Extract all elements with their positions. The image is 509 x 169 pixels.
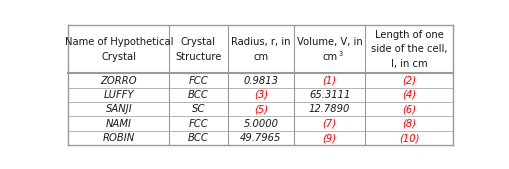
Text: (1): (1)	[323, 76, 337, 86]
Text: ZORRO: ZORRO	[101, 76, 137, 86]
Text: Crystal: Crystal	[101, 52, 136, 62]
Text: Structure: Structure	[175, 52, 222, 62]
Text: 12.7890: 12.7890	[309, 104, 350, 114]
Text: (4): (4)	[402, 90, 416, 100]
Text: FCC: FCC	[189, 119, 208, 129]
Text: (9): (9)	[323, 133, 337, 143]
Text: (6): (6)	[402, 104, 416, 114]
Text: (5): (5)	[254, 104, 268, 114]
Text: 49.7965: 49.7965	[240, 133, 281, 143]
Text: 65.3111: 65.3111	[309, 90, 350, 100]
Text: cm: cm	[322, 52, 337, 62]
Text: FCC: FCC	[189, 76, 208, 86]
Text: (3): (3)	[254, 90, 268, 100]
Text: NAMI: NAMI	[106, 119, 132, 129]
Text: 5.0000: 5.0000	[243, 119, 278, 129]
Text: l, in cm: l, in cm	[391, 59, 428, 69]
Text: Radius, r, in: Radius, r, in	[231, 37, 291, 47]
Text: Crystal: Crystal	[181, 37, 216, 47]
Text: side of the cell,: side of the cell,	[371, 44, 447, 54]
Text: 3: 3	[338, 51, 343, 57]
Text: BCC: BCC	[188, 90, 209, 100]
Text: Name of Hypothetical: Name of Hypothetical	[65, 37, 173, 47]
Text: ROBIN: ROBIN	[103, 133, 135, 143]
Text: (8): (8)	[402, 119, 416, 129]
Text: Length of one: Length of one	[375, 30, 444, 40]
Text: (10): (10)	[399, 133, 419, 143]
Text: BCC: BCC	[188, 133, 209, 143]
Text: Volume, V, in: Volume, V, in	[297, 37, 362, 47]
Text: SC: SC	[192, 104, 205, 114]
Text: 0.9813: 0.9813	[243, 76, 278, 86]
Text: SANJI: SANJI	[105, 104, 132, 114]
Text: (7): (7)	[323, 119, 337, 129]
Text: cm: cm	[253, 52, 268, 62]
Text: (2): (2)	[402, 76, 416, 86]
Text: LUFFY: LUFFY	[104, 90, 134, 100]
